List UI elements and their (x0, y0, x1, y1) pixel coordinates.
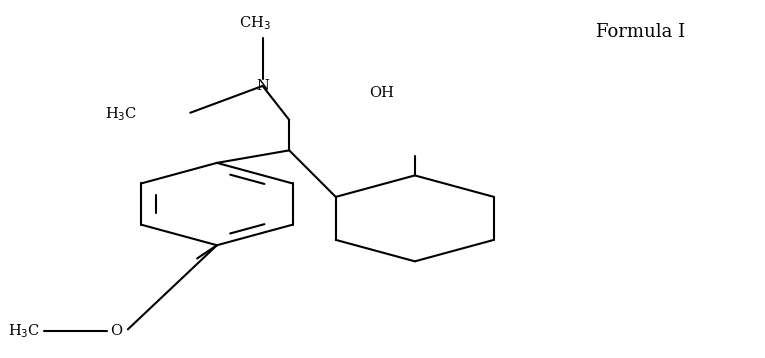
Text: H$_3$C: H$_3$C (8, 322, 41, 340)
Text: OH: OH (369, 86, 394, 100)
Text: Formula I: Formula I (596, 23, 685, 41)
Text: O: O (110, 324, 122, 338)
Text: CH$_3$: CH$_3$ (239, 14, 271, 32)
Text: N: N (256, 79, 269, 93)
Text: H$_3$C: H$_3$C (105, 106, 137, 124)
